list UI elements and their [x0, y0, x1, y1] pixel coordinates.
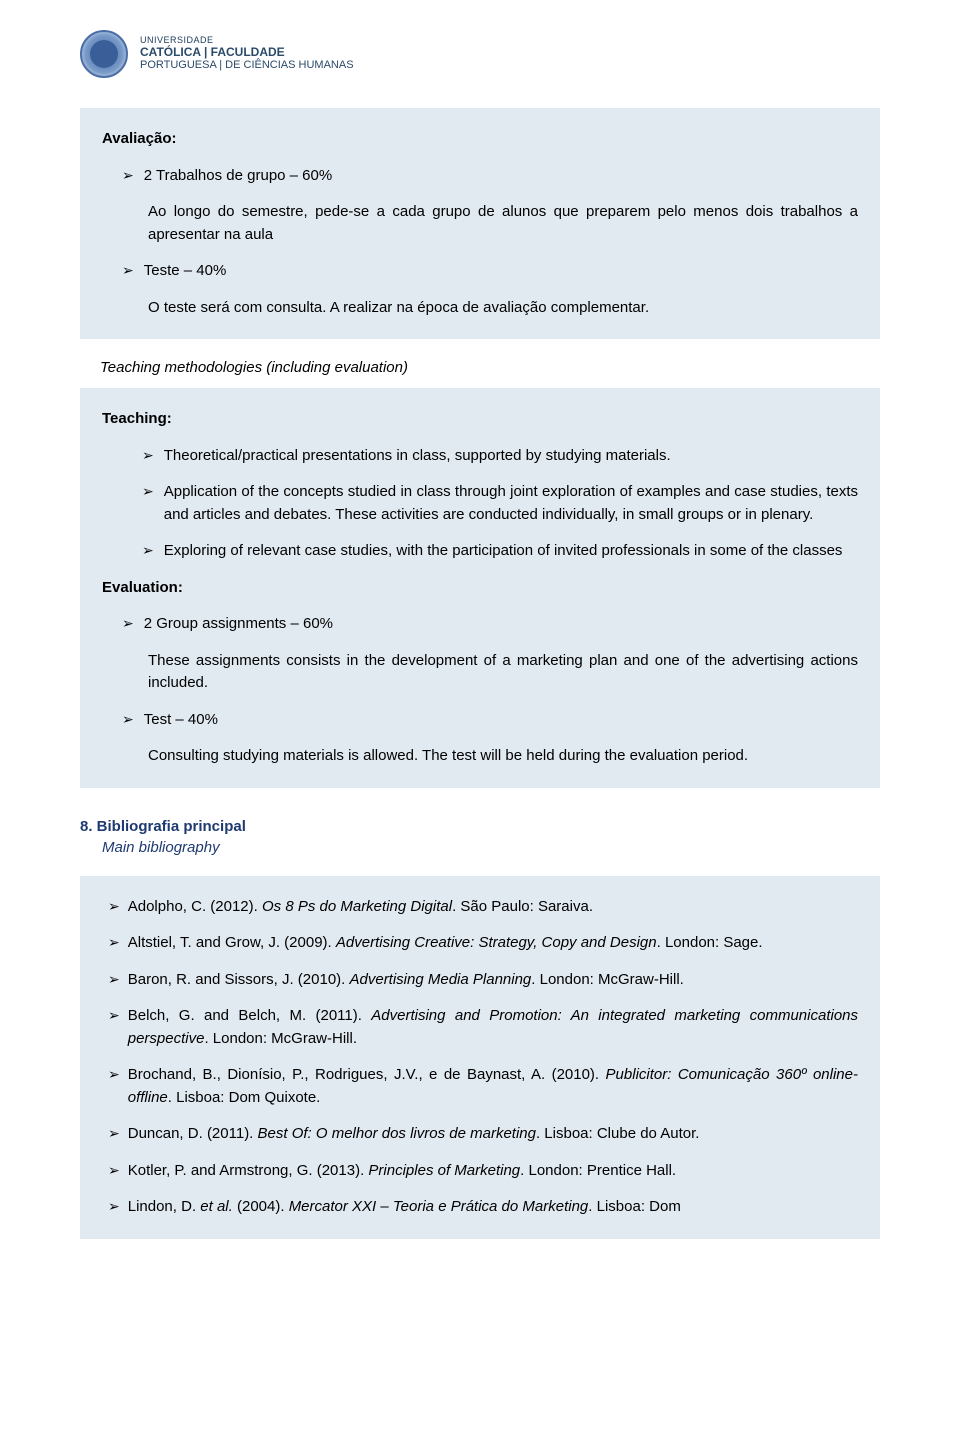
- teaching-bullet-1-text: Theoretical/practical presentations in c…: [164, 445, 858, 468]
- bullet-icon: ➢: [108, 1123, 120, 1144]
- bullet-icon: ➢: [122, 260, 134, 281]
- b7-title: Principles of Marketing: [368, 1162, 520, 1179]
- page-header: UNIVERSIDADE CATÓLICA | FACULDADE PORTUG…: [80, 30, 880, 78]
- avaliacao-item-2-label: Teste – 40%: [144, 260, 858, 283]
- bullet-icon: ➢: [122, 613, 134, 634]
- bullet-icon: ➢: [122, 709, 134, 730]
- teaching-bullet-3: ➢ Exploring of relevant case studies, wi…: [142, 540, 858, 563]
- biblio-subheading: Main bibliography: [102, 839, 880, 856]
- bullet-icon: ➢: [108, 1196, 120, 1217]
- bullet-icon: ➢: [142, 540, 154, 561]
- b2-title: Advertising Creative: Strategy, Copy and…: [336, 934, 657, 951]
- bullet-icon: ➢: [108, 1160, 120, 1181]
- b1-post: . São Paulo: Saraiva.: [452, 898, 593, 915]
- b8-etal: et al.: [200, 1198, 233, 1215]
- avaliacao-item-1-desc: Ao longo do semestre, pede-se a cada gru…: [148, 201, 858, 246]
- evaluation-item-1: ➢ 2 Group assignments – 60%: [122, 613, 858, 636]
- bullet-icon: ➢: [142, 481, 154, 502]
- avaliacao-heading: Avaliação:: [102, 128, 858, 151]
- teaching-bullet-2: ➢ Application of the concepts studied in…: [142, 481, 858, 526]
- b8-pre: Lindon, D.: [128, 1198, 201, 1215]
- b6-pre: Duncan, D. (2011).: [128, 1125, 258, 1142]
- bullet-icon: ➢: [108, 932, 120, 953]
- teaching-bullet-2-text: Application of the concepts studied in c…: [164, 481, 858, 526]
- evaluation-item-1-label: 2 Group assignments – 60%: [144, 613, 858, 636]
- evaluation-item-2-desc: Consulting studying materials is allowed…: [148, 745, 858, 768]
- logo-line2: CATÓLICA | FACULDADE: [140, 46, 354, 59]
- teaching-heading: Teaching:: [102, 408, 858, 431]
- b8-post: . Lisboa: Dom: [588, 1198, 681, 1215]
- b3-pre: Baron, R. and Sissors, J. (2010).: [128, 971, 350, 988]
- biblio-box: ➢ Adolpho, C. (2012). Os 8 Ps do Marketi…: [80, 876, 880, 1239]
- biblio-entry-5: ➢ Brochand, B., Dionísio, P., Rodrigues,…: [108, 1064, 858, 1109]
- avaliacao-item-1-label: 2 Trabalhos de grupo – 60%: [144, 165, 858, 188]
- bullet-icon: ➢: [108, 1005, 120, 1026]
- biblio-entry-1: ➢ Adolpho, C. (2012). Os 8 Ps do Marketi…: [108, 896, 858, 919]
- b5-pre: Brochand, B., Dionísio, P., Rodrigues, J…: [128, 1066, 606, 1083]
- b7-pre: Kotler, P. and Armstrong, G. (2013).: [128, 1162, 369, 1179]
- biblio-entry-3: ➢ Baron, R. and Sissors, J. (2010). Adve…: [108, 969, 858, 992]
- biblio-entry-4: ➢ Belch, G. and Belch, M. (2011). Advert…: [108, 1005, 858, 1050]
- b3-title: Advertising Media Planning: [350, 971, 532, 988]
- b7-post: . London: Prentice Hall.: [520, 1162, 676, 1179]
- bullet-icon: ➢: [108, 896, 120, 917]
- evaluation-item-2-label: Test – 40%: [144, 709, 858, 732]
- b6-title: Best Of: O melhor dos livros de marketin…: [258, 1125, 536, 1142]
- b3-post: . London: McGraw-Hill.: [531, 971, 684, 988]
- teaching-box: Teaching: ➢ Theoretical/practical presen…: [80, 388, 880, 788]
- logo-text: UNIVERSIDADE CATÓLICA | FACULDADE PORTUG…: [140, 36, 354, 71]
- b2-post: . London: Sage.: [657, 934, 763, 951]
- b5-post: . Lisboa: Dom Quixote.: [168, 1089, 321, 1106]
- biblio-entry-8: ➢ Lindon, D. et al. (2004). Mercator XXI…: [108, 1196, 858, 1219]
- biblio-entry-6: ➢ Duncan, D. (2011). Best Of: O melhor d…: [108, 1123, 858, 1146]
- logo-line3: PORTUGUESA | DE CIÊNCIAS HUMANAS: [140, 59, 354, 71]
- b1-pre: Adolpho, C. (2012).: [128, 898, 262, 915]
- avaliacao-item-2-desc: O teste será com consulta. A realizar na…: [148, 297, 858, 320]
- evaluation-item-1-desc: These assignments consists in the develo…: [148, 650, 858, 695]
- teaching-bullet-1: ➢ Theoretical/practical presentations in…: [142, 445, 858, 468]
- section-label-teaching: Teaching methodologies (including evalua…: [100, 359, 880, 376]
- bullet-icon: ➢: [108, 969, 120, 990]
- b4-post: . London: McGraw-Hill.: [204, 1030, 357, 1047]
- avaliacao-item-1: ➢ 2 Trabalhos de grupo – 60%: [122, 165, 858, 188]
- b8-title: Mercator XXI – Teoria e Prática do Marke…: [289, 1198, 589, 1215]
- bullet-icon: ➢: [108, 1064, 120, 1085]
- avaliacao-box: Avaliação: ➢ 2 Trabalhos de grupo – 60% …: [80, 108, 880, 339]
- evaluation-item-2: ➢ Test – 40%: [122, 709, 858, 732]
- bullet-icon: ➢: [122, 165, 134, 186]
- b1-title: Os 8 Ps do Marketing Digital: [262, 898, 452, 915]
- evaluation-heading: Evaluation:: [102, 577, 858, 600]
- avaliacao-item-2: ➢ Teste – 40%: [122, 260, 858, 283]
- biblio-heading: 8. Bibliografia principal: [80, 818, 880, 835]
- b4-pre: Belch, G. and Belch, M. (2011).: [128, 1007, 372, 1024]
- teaching-bullet-3-text: Exploring of relevant case studies, with…: [164, 540, 858, 563]
- bullet-icon: ➢: [142, 445, 154, 466]
- biblio-entry-2: ➢ Altstiel, T. and Grow, J. (2009). Adve…: [108, 932, 858, 955]
- b8-mid: (2004).: [233, 1198, 289, 1215]
- logo-seal-icon: [80, 30, 128, 78]
- biblio-entry-7: ➢ Kotler, P. and Armstrong, G. (2013). P…: [108, 1160, 858, 1183]
- b2-pre: Altstiel, T. and Grow, J. (2009).: [128, 934, 336, 951]
- b6-post: . Lisboa: Clube do Autor.: [536, 1125, 699, 1142]
